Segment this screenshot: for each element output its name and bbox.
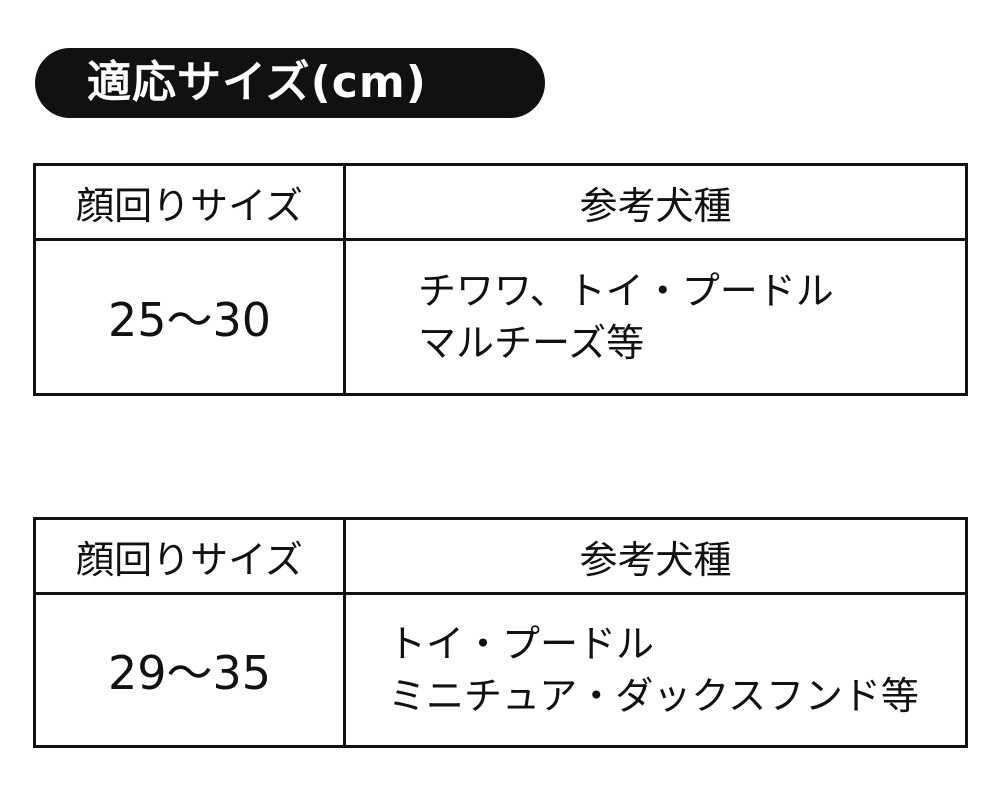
breed-line: トイ・プードル [388, 622, 655, 666]
header-row: 顔回りサイズ 参考犬種 [33, 163, 968, 241]
header-breeds: 参考犬種 [343, 517, 968, 595]
size-range: 29～35 [33, 592, 346, 748]
header-face-size: 顔回りサイズ [33, 163, 346, 241]
breed-line: ミニチュア・ダックスフンド等 [388, 674, 919, 718]
title-text: 適応サイズ(cm) [87, 57, 427, 108]
header-row: 顔回りサイズ 参考犬種 [33, 517, 968, 595]
breed-line: チワワ、トイ・プードル [418, 269, 834, 313]
breed-list: トイ・プードル ミニチュア・ダックスフンド等 [343, 592, 968, 748]
table-row: 29～35 トイ・プードル ミニチュア・ダックスフンド等 [33, 592, 968, 748]
title-banner: 適応サイズ(cm) [35, 48, 545, 118]
breed-list: チワワ、トイ・プードル マルチーズ等 [343, 238, 968, 396]
size-table-2: 顔回りサイズ 参考犬種 29～35 トイ・プードル ミニチュア・ダックスフンド等 [33, 517, 968, 748]
size-range: 25～30 [33, 238, 346, 396]
size-table-1: 顔回りサイズ 参考犬種 25～30 チワワ、トイ・プードル マルチーズ等 [33, 163, 968, 396]
header-face-size: 顔回りサイズ [33, 517, 346, 595]
breed-line: マルチーズ等 [418, 321, 645, 365]
table-row: 25～30 チワワ、トイ・プードル マルチーズ等 [33, 238, 968, 396]
header-breeds: 参考犬種 [343, 163, 968, 241]
